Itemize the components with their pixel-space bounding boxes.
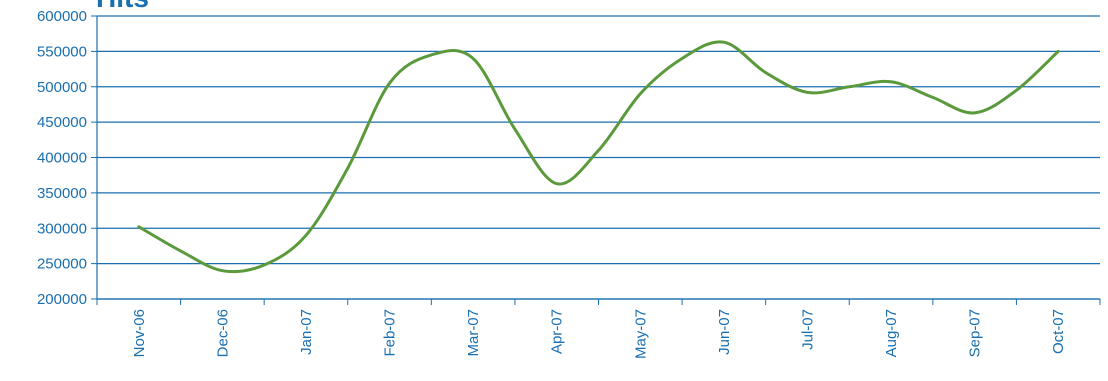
- x-tick-label: Apr-07: [549, 309, 566, 354]
- chart-title: Hits: [96, 0, 149, 14]
- x-tick-label: May-07: [632, 309, 649, 359]
- y-tick-label: 400000: [37, 150, 87, 167]
- x-axis-ticks: Nov-06 Dec-06 Jan-07 Feb-07 Mar-07 Apr-07 May-…: [96, 299, 1101, 359]
- y-tick-label: 500000: [37, 79, 87, 96]
- y-tick-label: 300000: [37, 220, 87, 237]
- x-tick-label: Jun-07: [716, 309, 733, 355]
- x-tick-label: Nov-06: [131, 309, 148, 357]
- y-tick-label: 200000: [37, 291, 87, 308]
- x-tick-label: Feb-07: [382, 309, 399, 357]
- x-tick-label: Jul-07: [799, 309, 816, 350]
- grid-lines: [97, 15, 1100, 300]
- y-tick-label: 350000: [37, 185, 87, 202]
- y-axis-ticks: 600000 550000 500000 450000 400000 350000 3000…: [37, 8, 97, 308]
- x-tick-label: Mar-07: [465, 309, 482, 357]
- y-tick-label: 250000: [37, 256, 87, 273]
- series-layer: [137, 40, 1060, 274]
- x-tick-label: Aug-07: [883, 309, 900, 357]
- x-tick-label: Jan-07: [298, 309, 315, 355]
- x-tick-label: Dec-06: [214, 309, 231, 357]
- x-tick-label: Sep-07: [967, 309, 984, 357]
- y-tick-label: 550000: [37, 43, 87, 60]
- y-tick-label: 600000: [37, 8, 87, 25]
- x-tick-label: Oct-07: [1050, 309, 1067, 354]
- series-line-0: [137, 40, 1060, 274]
- y-tick-label: 450000: [37, 114, 87, 131]
